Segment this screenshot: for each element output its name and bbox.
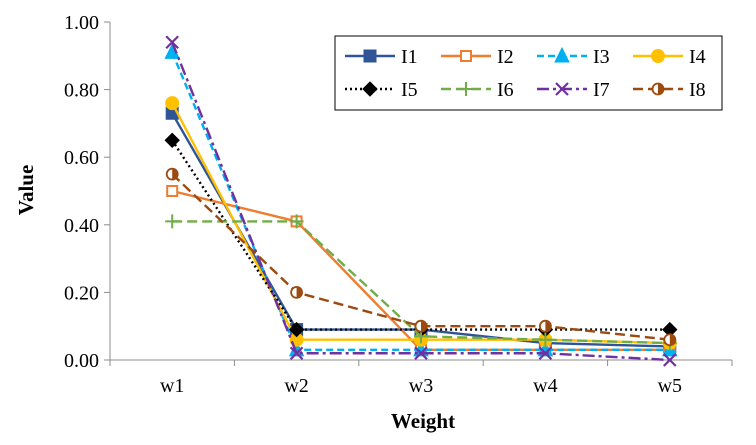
legend-label: I5 xyxy=(401,79,418,101)
legend-label: I8 xyxy=(689,79,706,101)
data-point-I8 xyxy=(421,320,427,332)
y-axis-ticks: 0.00 0.20 0.40 0.60 0.80 1.00 xyxy=(64,12,110,372)
legend-label: I3 xyxy=(593,46,610,68)
legend-marker xyxy=(362,81,378,97)
y-tick-label: 0.20 xyxy=(64,282,99,304)
x-tick-label: w5 xyxy=(658,375,682,397)
x-axis-title: Weight xyxy=(391,409,455,433)
series-I8 xyxy=(165,167,677,347)
y-tick-label: 0.60 xyxy=(64,147,99,169)
legend-entry-I5: I5 xyxy=(345,79,418,101)
x-tick-label: w4 xyxy=(533,375,557,397)
data-point-I5 xyxy=(164,132,180,149)
x-axis-ticks: w1 w2 w3 w4 w5 xyxy=(109,360,733,397)
legend-entry-I4: I4 xyxy=(633,46,706,68)
legend-marker xyxy=(658,83,664,95)
legend-marker xyxy=(651,49,665,63)
legend-marker xyxy=(363,49,377,63)
legend-entry-I8: I8 xyxy=(633,79,706,101)
legend-marker xyxy=(554,46,570,63)
series-line-I4 xyxy=(171,102,670,345)
legend-entry-I6: I6 xyxy=(441,79,514,101)
legend-label: I1 xyxy=(401,46,418,68)
data-point-I8 xyxy=(669,334,676,346)
legend-label: I7 xyxy=(593,79,610,101)
legend-entry-I3: I3 xyxy=(537,46,610,68)
data-point-I6 xyxy=(538,332,553,347)
data-point-I8 xyxy=(172,168,178,180)
series-I7 xyxy=(165,35,677,367)
data-point-I2 xyxy=(166,185,179,197)
data-point-I7 xyxy=(414,346,428,361)
y-tick-label: 0.40 xyxy=(64,215,99,237)
series-line-I8 xyxy=(171,173,670,341)
legend-marker xyxy=(555,82,569,96)
axes xyxy=(109,22,732,361)
legend-entry-I1: I1 xyxy=(345,46,418,68)
legend-label: I6 xyxy=(497,79,514,101)
series-line-I7 xyxy=(171,41,670,362)
x-tick-label: w1 xyxy=(160,375,184,397)
legend-marker xyxy=(459,82,473,96)
series-I4 xyxy=(165,96,677,351)
legend-marker xyxy=(460,50,472,62)
legend-box xyxy=(334,35,723,111)
x-tick-label: w3 xyxy=(409,375,433,397)
data-point-I8 xyxy=(296,286,303,298)
y-tick-label: 0.00 xyxy=(64,350,99,372)
legend-label: I2 xyxy=(497,46,514,68)
series-layer xyxy=(164,35,678,367)
data-point-I7 xyxy=(538,346,553,361)
x-tick-label: w2 xyxy=(284,375,308,397)
data-point-I7 xyxy=(663,353,677,367)
legend-entry-I7: I7 xyxy=(537,79,610,101)
series-I1 xyxy=(165,106,677,353)
data-point-I7 xyxy=(165,35,179,50)
data-point-I8 xyxy=(545,320,551,332)
legend-label: I4 xyxy=(689,46,706,68)
y-axis-title: Value xyxy=(14,165,38,216)
legend: I1 I2 I3 I4 I5 I6 I7 I8 xyxy=(334,35,723,111)
data-point-I4 xyxy=(165,96,180,111)
data-point-I7 xyxy=(289,346,304,361)
data-point-I5 xyxy=(288,321,305,338)
y-tick-label: 0.80 xyxy=(64,80,99,102)
data-point-I6 xyxy=(289,214,304,229)
y-tick-label: 1.00 xyxy=(64,12,99,34)
series-I6 xyxy=(165,214,677,351)
series-line-I5 xyxy=(171,139,670,331)
data-point-I6 xyxy=(165,214,180,229)
legend-entry-I2: I2 xyxy=(441,46,514,68)
